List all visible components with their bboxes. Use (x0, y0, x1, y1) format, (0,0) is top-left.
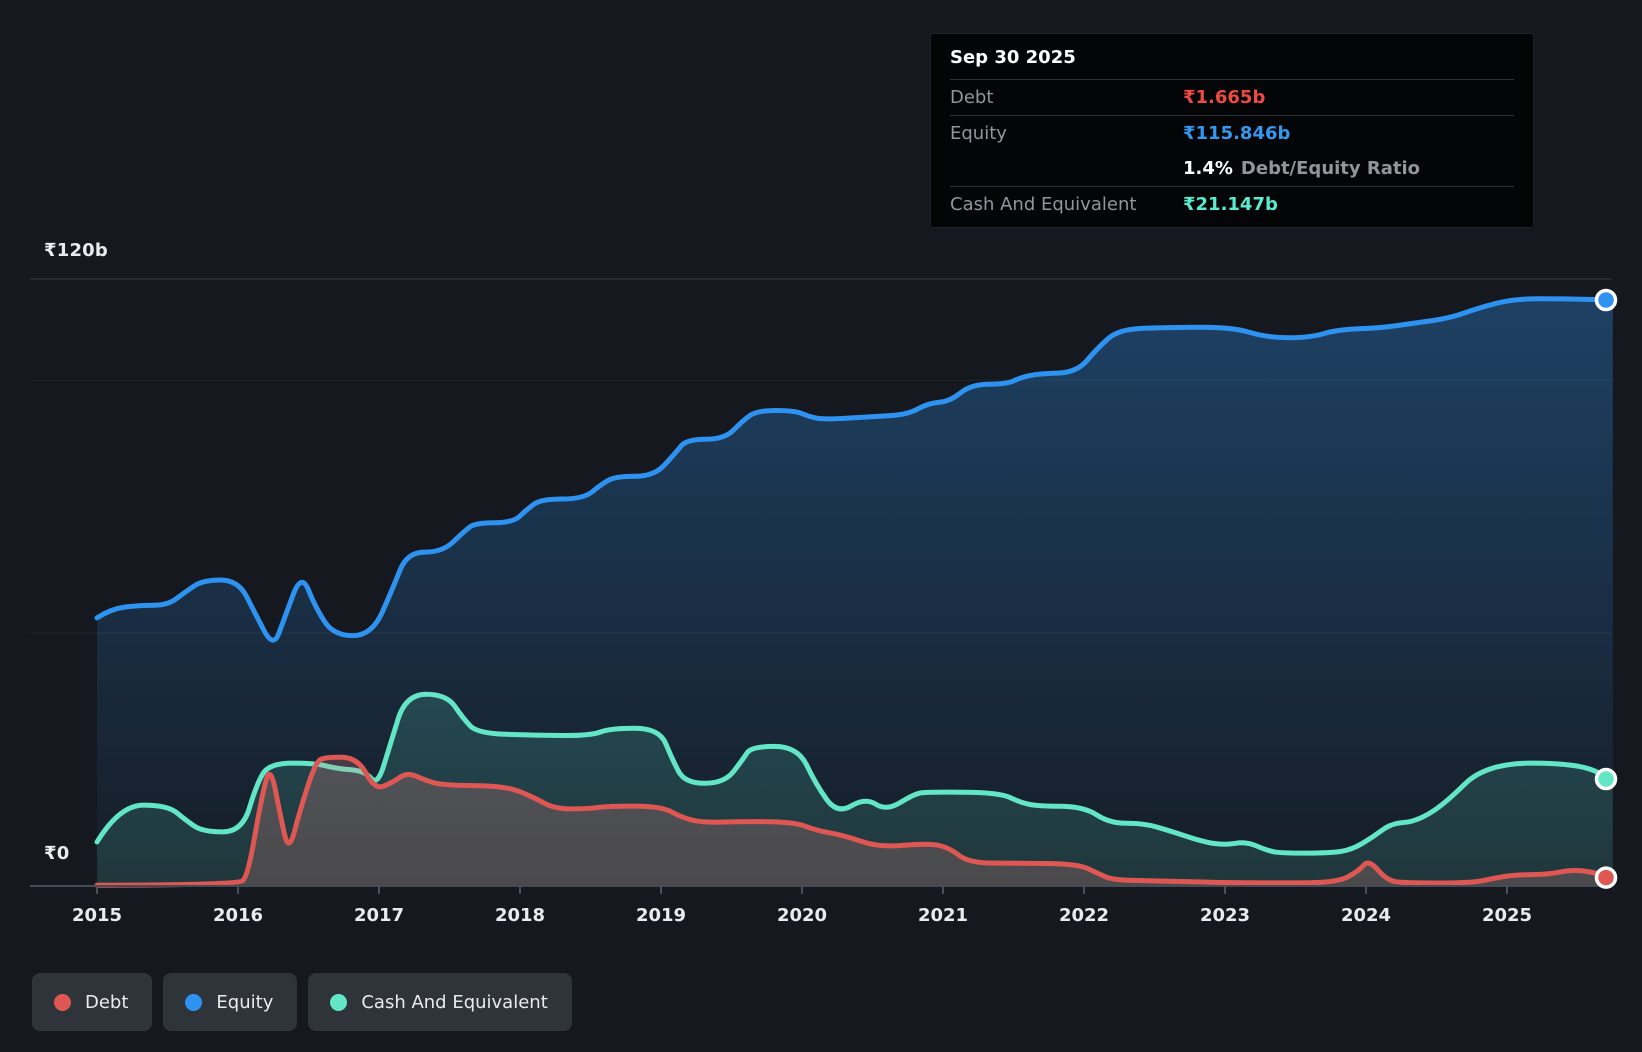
x-tick-label: 2025 (1481, 905, 1533, 926)
x-tick-label: 2020 (776, 905, 828, 926)
tooltip-row-cash: Cash And Equivalent ₹21.147b (950, 187, 1514, 227)
x-tick-label: 2021 (917, 905, 969, 926)
tooltip-ratio-value: 1.4% (1183, 158, 1233, 179)
legend: Debt Equity Cash And Equivalent (32, 973, 572, 1031)
legend-item-debt[interactable]: Debt (32, 973, 153, 1031)
y-axis-label-zero: ₹0 (44, 843, 70, 864)
x-tick-label: 2019 (635, 905, 687, 926)
equity-dot-icon (185, 993, 203, 1011)
legend-item-equity[interactable]: Equity (163, 973, 298, 1031)
tooltip-debt-value: ₹1.665b (1183, 87, 1266, 108)
x-tick-label: 2017 (353, 905, 405, 926)
x-tick-label: 2022 (1058, 905, 1110, 926)
x-tick-label: 2023 (1199, 905, 1251, 926)
tooltip-row-equity: Equity ₹115.846b (950, 116, 1514, 151)
x-tick-label: 2015 (71, 905, 123, 926)
tooltip-cash-label: Cash And Equivalent (950, 194, 1137, 215)
debt-dot-icon (54, 993, 71, 1011)
tooltip-debt-label: Debt (950, 87, 994, 108)
tooltip-row-debt: Debt ₹1.665b (950, 80, 1514, 116)
tooltip-equity-label: Equity (950, 123, 1007, 144)
x-tick-label: 2018 (494, 905, 546, 926)
cash-dot-icon (330, 993, 348, 1011)
hover-tooltip: Sep 30 2025 Debt ₹1.665b Equity ₹115.846… (930, 33, 1534, 228)
tooltip-equity-value: ₹115.846b (1183, 123, 1291, 144)
tooltip-cash-value: ₹21.147b (1183, 194, 1278, 215)
legend-item-cash[interactable]: Cash And Equivalent (308, 973, 572, 1031)
debt-endpoint-marker[interactable] (1594, 866, 1618, 889)
x-tick-label: 2016 (212, 905, 264, 926)
cash-endpoint-marker[interactable] (1594, 767, 1618, 791)
tooltip-date: Sep 30 2025 (950, 34, 1514, 80)
equity-endpoint-marker[interactable] (1594, 288, 1618, 312)
y-axis-label-top: ₹120b (44, 240, 108, 261)
tooltip-ratio-label: Debt/Equity Ratio (1240, 158, 1421, 179)
tooltip-row-ratio: 1.4% Debt/Equity Ratio (950, 151, 1514, 187)
x-tick-label: 2024 (1340, 905, 1392, 926)
